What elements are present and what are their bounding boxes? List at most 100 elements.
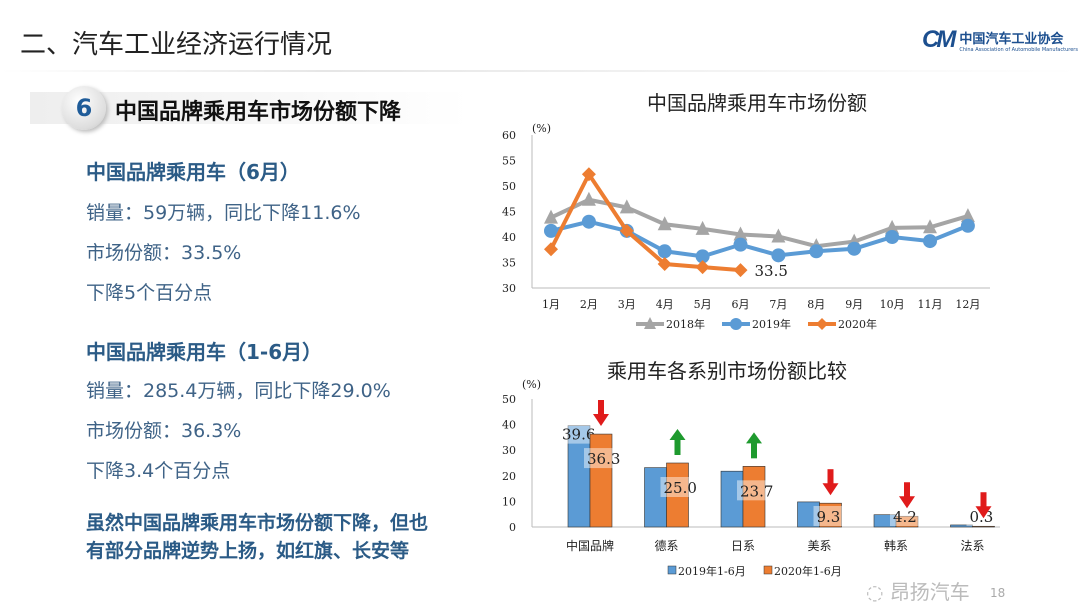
line-point	[544, 223, 558, 238]
arrow-down-icon	[598, 400, 604, 416]
bar-label-bg	[584, 448, 624, 469]
arrow-up-icon	[674, 439, 681, 455]
logo: CM 中国汽车工业协会 China Association of Automob…	[922, 26, 1078, 54]
line-y-tick: 60	[502, 129, 516, 142]
line-x-tick: 12月	[955, 298, 980, 311]
h1-share: 市场份额：36.3%	[86, 420, 242, 442]
bar-label: 39.6	[562, 426, 595, 444]
bar-label: 23.7	[740, 482, 773, 500]
line-point	[923, 219, 937, 234]
page-number: 18	[990, 586, 1006, 600]
bar-chart-title: 乘用车各系别市场份额比较	[607, 359, 847, 383]
line-point	[695, 249, 710, 264]
line-point	[733, 226, 748, 241]
line-point	[733, 263, 748, 278]
line-point	[695, 260, 710, 275]
line-point	[657, 257, 672, 272]
arrow-up-icon	[669, 429, 686, 440]
bar	[666, 462, 689, 528]
bar-label: 4.2	[893, 508, 917, 526]
line-x-tick: 10月	[880, 298, 905, 311]
line-point	[809, 244, 824, 259]
bar-x-tick: 日系	[731, 539, 755, 553]
line-point	[847, 241, 862, 256]
arrow-down-icon	[593, 414, 609, 426]
bar	[644, 467, 667, 528]
line-x-tick: 5月	[694, 298, 712, 311]
logo-mark: CM	[922, 26, 956, 53]
line-x-tick: 7月	[769, 298, 787, 311]
line-point	[771, 248, 786, 263]
bar-x-tick: 法系	[960, 539, 984, 553]
bar-label: 9.3	[817, 508, 841, 526]
line-point	[771, 228, 786, 243]
legend-marker	[816, 318, 828, 330]
legend-swatch	[763, 565, 773, 575]
line-point	[619, 223, 634, 238]
line-point	[581, 214, 596, 229]
bar-x-tick: 美系	[807, 539, 831, 553]
bar	[819, 502, 842, 528]
watermark: ◌ 昂扬汽车	[866, 580, 970, 604]
h1-sales: 销量：285.4万辆，同比下降29.0%	[86, 380, 391, 402]
conclusion-line-1: 虽然中国品牌乘用车市场份额下降，但也	[86, 512, 429, 534]
line-y-tick: 50	[502, 180, 516, 193]
section-title: 中国品牌乘用车市场份额下降	[115, 100, 402, 125]
line-x-tick: 11月	[918, 298, 943, 311]
bar	[589, 433, 613, 528]
legend-marker	[730, 318, 742, 330]
line-y-tick: 35	[502, 257, 516, 270]
legend-swatch	[667, 565, 677, 575]
line-point	[619, 199, 634, 214]
line-annotation: 33.5	[755, 262, 788, 280]
arrow-down-icon	[822, 483, 839, 496]
arrow-up-icon	[746, 432, 762, 444]
bar-x-tick: 中国品牌	[566, 538, 614, 553]
line-point	[695, 220, 710, 235]
bar-x-tick: 德系	[654, 538, 678, 553]
june-change: 下降5个百分点	[86, 282, 213, 304]
bar-y-tick: 0	[509, 521, 516, 534]
arrow-down-icon	[904, 482, 910, 499]
arrow-down-icon	[980, 492, 987, 509]
bar-y-tick: 10	[502, 495, 516, 508]
bar-y-unit: (%)	[522, 378, 541, 391]
logo-english: China Association of Automobile Manufact…	[959, 46, 1078, 53]
watermark-text: 昂扬汽车	[889, 580, 970, 604]
line-point	[657, 216, 672, 231]
bar-y-tick: 40	[502, 419, 516, 432]
bar-label-bg	[813, 506, 854, 526]
arrow-down-icon	[975, 506, 992, 519]
line-point	[960, 218, 975, 233]
line-x-tick: 1月	[542, 298, 560, 311]
page-title: 二、汽车工业经济运行情况	[20, 30, 333, 60]
legend-label: 2020年1-6月	[774, 564, 842, 578]
line-point	[544, 209, 558, 224]
bar-label-bg	[890, 506, 930, 526]
june-share: 市场份额：33.5%	[86, 242, 242, 264]
line-y-tick: 45	[502, 206, 516, 219]
line-point	[960, 208, 975, 223]
june-sales: 销量：59万辆，同比下降11.6%	[86, 202, 361, 224]
line-x-tick: 2月	[580, 298, 598, 311]
arrow-up-icon	[751, 442, 757, 459]
arrow-down-icon	[899, 496, 915, 509]
header-divider	[0, 70, 1080, 72]
h1-change: 下降3.4个百分点	[86, 460, 231, 482]
line-series-2018年	[550, 197, 969, 249]
line-point	[581, 191, 596, 206]
line-y-tick: 40	[502, 231, 516, 244]
line-point	[581, 167, 596, 182]
bar-y-tick: 30	[502, 444, 516, 457]
legend-label: 2018年	[666, 317, 705, 331]
conclusion-line-2: 有部分品牌逆势上扬，如红旗、长安等	[86, 540, 410, 562]
line-point	[544, 242, 558, 257]
bar-label: 25.0	[664, 479, 697, 497]
line-point	[885, 219, 900, 234]
line-point	[657, 244, 672, 259]
line-x-tick: 8月	[807, 298, 825, 311]
h1-heading: 中国品牌乘用车（1-6月）	[86, 340, 323, 364]
legend-label: 2020年	[838, 317, 877, 331]
bar	[895, 515, 919, 528]
line-x-tick: 3月	[618, 298, 636, 311]
